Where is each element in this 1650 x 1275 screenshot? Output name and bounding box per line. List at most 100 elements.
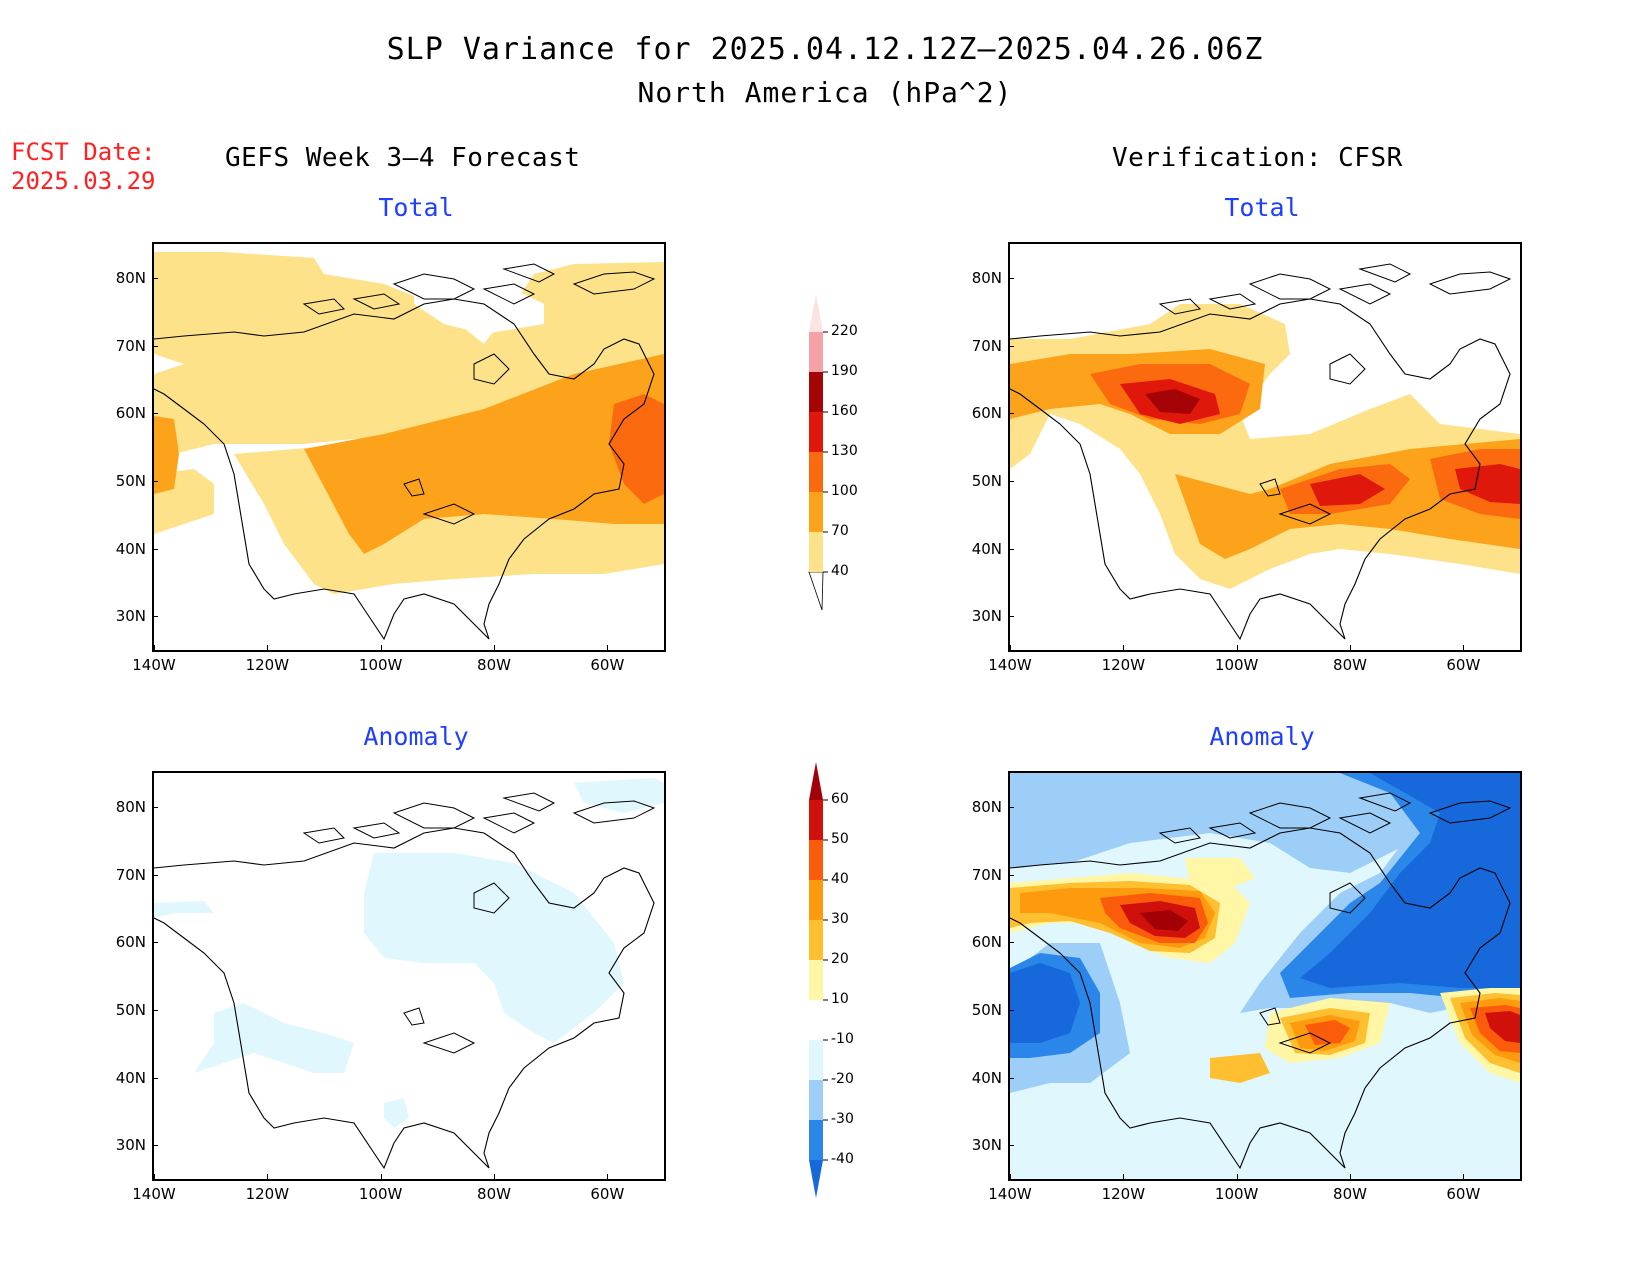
lat-tick-label: 30N [115, 607, 146, 626]
lat-tick-label: 40N [115, 539, 146, 558]
lat-tick-label: 80N [971, 797, 1002, 816]
lon-tick-mark [154, 645, 155, 651]
colorbar-anomaly-label: -40 [831, 1151, 854, 1167]
lon-tick-label: 60W [590, 656, 625, 674]
lon-tick-label: 80W [1333, 1185, 1367, 1203]
lon-tick-mark [607, 1174, 609, 1180]
lon-tick-label: 60W [590, 1185, 625, 1203]
colorbar-anomaly-label: 20 [831, 951, 849, 967]
colorbar-anomaly-swatch [809, 1120, 823, 1160]
colorbar-anomaly-swatch [809, 960, 823, 1000]
lon-tick-mark [154, 1174, 155, 1180]
lat-tick-mark [152, 277, 158, 279]
colorbar-total-swatch [809, 412, 823, 452]
lon-tick-label: 120W [245, 656, 290, 674]
lat-tick-mark [152, 1009, 158, 1011]
colorbar-total-label: 190 [831, 363, 858, 379]
map-verification-anomaly [1008, 771, 1522, 1181]
forecast-anomaly-shading [154, 778, 664, 1128]
colorbar-anomaly-over-arrow [809, 762, 823, 800]
lon-tick-mark [1123, 1174, 1125, 1180]
lon-tick-mark [1463, 645, 1465, 651]
colorbar-anomaly-swatch [809, 920, 823, 960]
colorbar-total-swatch [809, 492, 823, 532]
lat-tick-label: 30N [971, 607, 1002, 626]
lon-tick-mark [1123, 645, 1125, 651]
lat-tick-label: 40N [115, 1068, 146, 1087]
lat-tick-label: 60N [115, 404, 146, 423]
lat-tick-mark [1008, 616, 1014, 618]
lon-tick-label: 100W [1214, 656, 1259, 674]
figure-subtitle: North America (hPa^2) [637, 76, 1013, 109]
colorbar-total-swatch [809, 332, 823, 372]
lat-tick-mark [1008, 548, 1014, 550]
lon-tick-mark [1010, 1174, 1011, 1180]
colorbar-total-label: 70 [831, 523, 849, 539]
right-column-title: Verification: CFSR [1112, 143, 1403, 173]
lat-tick-label: 80N [115, 268, 146, 287]
lat-tick-mark [152, 942, 158, 944]
lat-tick-mark [1008, 1077, 1014, 1079]
lat-tick-label: 50N [115, 1000, 146, 1019]
lat-tick-mark [152, 616, 158, 618]
verification-anomaly-shading [1010, 773, 1520, 1179]
lon-tick-mark [494, 645, 495, 651]
lat-tick-mark [1008, 277, 1014, 279]
lon-tick-label: 120W [245, 1185, 290, 1203]
colorbar-anomaly-swatch [809, 880, 823, 920]
fcst-date-value: 2025.03.29 [11, 167, 156, 195]
lat-tick-label: 40N [971, 539, 1002, 558]
lat-tick-label: 70N [115, 865, 146, 884]
lon-tick-mark [1463, 1174, 1465, 1180]
coastline-overlay-2 [1010, 263, 1512, 641]
panel-title-forecast-total: Total [378, 193, 454, 222]
lat-tick-label: 50N [115, 471, 146, 490]
lon-tick-mark [494, 1174, 495, 1180]
colorbar-anomaly-label: -30 [831, 1111, 854, 1127]
lat-tick-label: 40N [971, 1068, 1002, 1087]
colorbar-anomaly-swatch [809, 800, 823, 840]
colorbar-total [808, 294, 828, 611]
lat-tick-mark [1008, 874, 1014, 876]
colorbar-total-over-arrow [809, 294, 823, 332]
lon-tick-label: 80W [477, 1185, 511, 1203]
lon-tick-mark [267, 1174, 269, 1180]
lat-tick-mark [1008, 345, 1014, 347]
lon-tick-label: 100W [1214, 1185, 1259, 1203]
lat-tick-mark [152, 345, 158, 347]
map-forecast-anomaly [152, 771, 666, 1181]
panel-title-forecast-anomaly: Anomaly [363, 722, 469, 751]
lat-tick-mark [1008, 806, 1014, 808]
colorbar-total-label: 130 [831, 443, 858, 459]
lon-tick-mark [1236, 1174, 1238, 1180]
colorbar-anomaly-label: -20 [831, 1071, 854, 1087]
lon-tick-label: 60W [1446, 1185, 1481, 1203]
lat-tick-mark [1008, 942, 1014, 944]
lon-tick-label: 120W [1101, 656, 1146, 674]
lat-tick-label: 70N [971, 336, 1002, 355]
left-column-title: GEFS Week 3—4 Forecast [225, 143, 581, 173]
lon-tick-label: 100W [358, 1185, 403, 1203]
lon-tick-mark [380, 645, 382, 651]
lat-tick-mark [1008, 480, 1014, 482]
coastline-overlay-4 [1010, 792, 1512, 1170]
lon-tick-label: 140W [988, 1185, 1032, 1203]
lat-tick-label: 30N [971, 1136, 1002, 1155]
colorbar-total-label: 100 [831, 483, 858, 499]
colorbar-anomaly-label: -10 [831, 1031, 854, 1047]
colorbar-total-label: 220 [831, 323, 858, 339]
lon-tick-label: 80W [477, 656, 511, 674]
lat-tick-mark [152, 548, 158, 550]
lat-tick-mark [152, 1145, 158, 1147]
lon-tick-label: 80W [1333, 656, 1367, 674]
colorbar-total-under-arrow [808, 571, 824, 611]
colorbar-anomaly-label: 10 [831, 991, 849, 1007]
lon-tick-mark [1350, 645, 1351, 651]
lon-tick-mark [267, 645, 269, 651]
colorbar-anomaly-swatch [809, 1000, 823, 1040]
coastline-overlay-1 [154, 263, 656, 641]
lat-tick-label: 80N [971, 268, 1002, 287]
lat-tick-mark [1008, 413, 1014, 415]
colorbar-anomaly-label: 30 [831, 911, 849, 927]
lon-tick-label: 120W [1101, 1185, 1146, 1203]
